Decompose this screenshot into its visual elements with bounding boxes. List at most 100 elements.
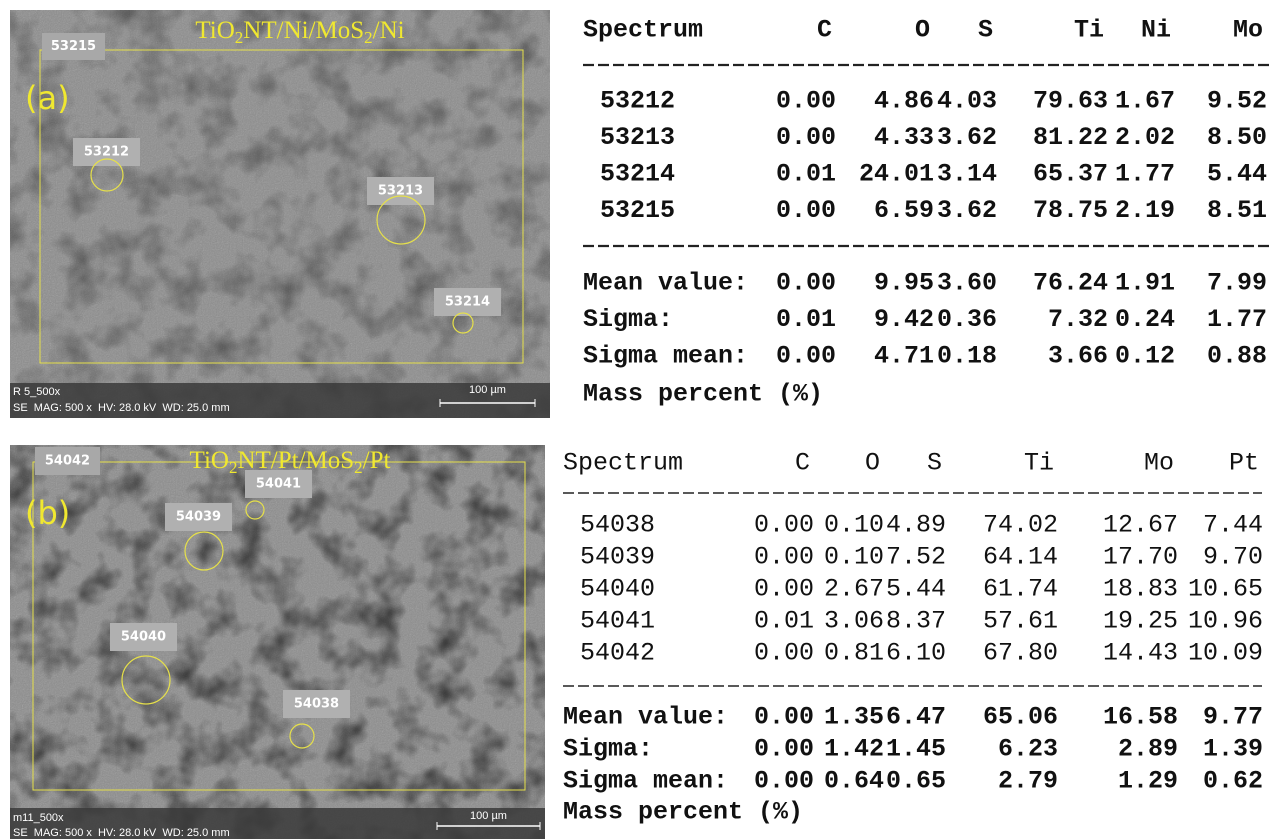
cell: 17.70 bbox=[1103, 543, 1178, 572]
panel-label: (b) bbox=[25, 494, 70, 532]
cell: 3.62 bbox=[937, 123, 997, 152]
stat-label: Sigma mean: bbox=[563, 767, 728, 796]
stat-label: Mean value: bbox=[563, 703, 728, 732]
cell: 0.81 bbox=[824, 639, 884, 668]
column-header: Spectrum bbox=[563, 449, 683, 478]
cell: 24.01 bbox=[859, 160, 934, 189]
stat-cell: 1.45 bbox=[886, 735, 946, 764]
title-part: NT/Ni/MoS bbox=[243, 17, 364, 44]
cell: 0.01 bbox=[776, 160, 836, 189]
cell: 2.67 bbox=[824, 575, 884, 604]
row-label: 54042 bbox=[580, 639, 655, 668]
cell: 8.37 bbox=[886, 607, 946, 636]
cell: 0.00 bbox=[776, 196, 836, 225]
row-label: 54039 bbox=[580, 543, 655, 572]
title-part: 2 bbox=[364, 28, 373, 47]
stat-cell: 2.89 bbox=[1118, 735, 1178, 764]
title-part: /Ni bbox=[373, 17, 405, 44]
stat-cell: 6.47 bbox=[886, 703, 946, 732]
stat-cell: 3.60 bbox=[937, 269, 997, 298]
cell: 81.22 bbox=[1033, 123, 1108, 152]
row-label: 54040 bbox=[580, 575, 655, 604]
column-header: Ni bbox=[1141, 16, 1171, 45]
scale-label: 100 µm bbox=[470, 810, 507, 822]
sem-image: 54042(b)TiO2NT/Pt/MoS2/Pt540415403954040… bbox=[10, 445, 545, 839]
cell: 2.02 bbox=[1115, 123, 1175, 152]
cell: 9.70 bbox=[1203, 543, 1263, 572]
title-part: 2 bbox=[229, 458, 238, 477]
cell: 5.44 bbox=[886, 575, 946, 604]
cell: 3.14 bbox=[937, 160, 997, 189]
stat-cell: 0.88 bbox=[1207, 342, 1267, 371]
stat-cell: 0.64 bbox=[824, 767, 884, 796]
panel: 54042(b)TiO2NT/Pt/MoS2/Pt540415403954040… bbox=[10, 445, 1263, 839]
cell: 4.89 bbox=[886, 511, 946, 540]
cell: 3.62 bbox=[937, 196, 997, 225]
title-part: 2 bbox=[235, 28, 244, 47]
row-label: 53215 bbox=[600, 196, 675, 225]
table-footer: Mass percent (%) bbox=[563, 798, 803, 827]
panel-title: TiO2NT/Ni/MoS2/Ni bbox=[195, 17, 404, 47]
stat-cell: 0.36 bbox=[937, 305, 997, 334]
title-part: TiO bbox=[195, 17, 234, 44]
stat-cell: 0.01 bbox=[776, 305, 836, 334]
cell: 4.33 bbox=[874, 123, 934, 152]
stat-cell: 1.91 bbox=[1115, 269, 1175, 298]
image-blotches bbox=[10, 445, 545, 839]
cell: 2.19 bbox=[1115, 196, 1175, 225]
stat-cell: 3.66 bbox=[1048, 342, 1108, 371]
stat-cell: 76.24 bbox=[1033, 269, 1108, 298]
stat-cell: 1.39 bbox=[1203, 735, 1263, 764]
image-blotches bbox=[10, 10, 550, 418]
stat-cell: 1.29 bbox=[1118, 767, 1178, 796]
stat-label: Mean value: bbox=[583, 269, 748, 298]
cell: 14.43 bbox=[1103, 639, 1178, 668]
stat-cell: 0.00 bbox=[754, 703, 814, 732]
cell: 4.86 bbox=[874, 87, 934, 116]
info-line: SE MAG: 500 x HV: 28.0 kV WD: 25.0 mm bbox=[13, 402, 230, 414]
stat-cell: 7.99 bbox=[1207, 269, 1267, 298]
cell: 8.51 bbox=[1207, 196, 1267, 225]
cell: 3.06 bbox=[824, 607, 884, 636]
cell: 10.96 bbox=[1188, 607, 1263, 636]
cell: 0.01 bbox=[754, 607, 814, 636]
cell: 9.52 bbox=[1207, 87, 1267, 116]
cell: 18.83 bbox=[1103, 575, 1178, 604]
row-label: 54038 bbox=[580, 511, 655, 540]
stat-cell: 65.06 bbox=[983, 703, 1058, 732]
spot-label: 53212 bbox=[84, 145, 129, 160]
column-header: Pt bbox=[1229, 449, 1259, 478]
title-part: NT/Pt/MoS bbox=[237, 447, 354, 474]
scale-label: 100 µm bbox=[469, 384, 506, 396]
stat-cell: 6.23 bbox=[998, 735, 1058, 764]
sem-image: 53215(a)TiO2NT/Ni/MoS2/Ni532125321353214… bbox=[10, 10, 550, 418]
cell: 7.52 bbox=[886, 543, 946, 572]
cell: 64.14 bbox=[983, 543, 1058, 572]
cell: 0.10 bbox=[824, 511, 884, 540]
column-header: S bbox=[978, 16, 993, 45]
cell: 78.75 bbox=[1033, 196, 1108, 225]
row-label: 53212 bbox=[600, 87, 675, 116]
cell: 6.10 bbox=[886, 639, 946, 668]
column-header: O bbox=[915, 16, 930, 45]
cell: 0.00 bbox=[754, 511, 814, 540]
stat-label: Sigma mean: bbox=[583, 342, 748, 371]
cell: 1.67 bbox=[1115, 87, 1175, 116]
cell: 0.00 bbox=[754, 639, 814, 668]
stat-cell: 0.65 bbox=[886, 767, 946, 796]
cell: 57.61 bbox=[983, 607, 1058, 636]
stat-cell: 7.32 bbox=[1048, 305, 1108, 334]
column-header: C bbox=[817, 16, 832, 45]
column-header: C bbox=[795, 449, 810, 478]
cell: 19.25 bbox=[1103, 607, 1178, 636]
cell: 0.00 bbox=[776, 123, 836, 152]
cell: 61.74 bbox=[983, 575, 1058, 604]
stat-cell: 0.62 bbox=[1203, 767, 1263, 796]
stat-label: Sigma: bbox=[583, 305, 673, 334]
cell: 0.10 bbox=[824, 543, 884, 572]
spot-label: 53214 bbox=[445, 295, 490, 310]
cell: 6.59 bbox=[874, 196, 934, 225]
stat-cell: 1.77 bbox=[1207, 305, 1267, 334]
